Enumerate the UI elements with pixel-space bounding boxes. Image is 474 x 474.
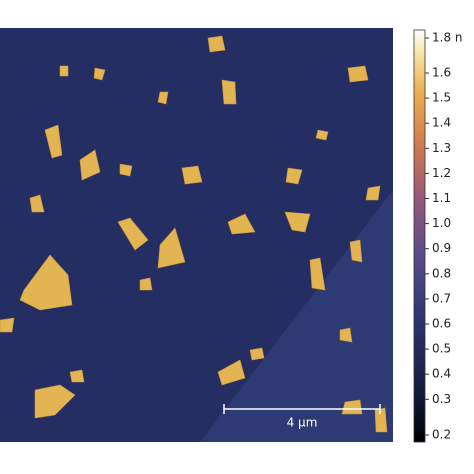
scale-bar-label: 4 µm — [287, 416, 318, 430]
colorbar-label: 0.6 — [432, 317, 451, 331]
colorbar-label: 1.0 — [432, 216, 451, 230]
colorbar-label: 1.3 — [432, 141, 451, 155]
colorbar-label: 1.8 n — [432, 31, 463, 45]
colorbar-label: 1.5 — [432, 91, 451, 105]
colorbar-label: 1.1 — [432, 191, 451, 205]
colorbar-labels: 1.8 n 1.6 1.5 1.4 1.3 1.2 1.1 1.0 0.9 0.8 0.7 0.6 0.… — [425, 31, 463, 442]
colorbar-label: 1.4 — [432, 116, 451, 130]
colorbar-label: 0.8 — [432, 266, 451, 280]
terrace — [200, 190, 393, 442]
colorbar-label: 0.3 — [432, 392, 451, 406]
colorbar — [413, 29, 426, 443]
afm-image: 4 µm — [0, 28, 393, 442]
colorbar-label: 1.6 — [432, 66, 451, 80]
colorbar-label: 0.9 — [432, 241, 451, 255]
scale-bar: 4 µm — [223, 404, 381, 430]
flakes — [0, 35, 388, 433]
colorbar-label: 0.2 — [432, 428, 451, 442]
colorbar-label: 0.7 — [432, 291, 451, 305]
colorbar-label: 1.2 — [432, 166, 451, 180]
colorbar-label: 0.5 — [432, 342, 451, 356]
colorbar-label: 0.4 — [432, 367, 451, 381]
